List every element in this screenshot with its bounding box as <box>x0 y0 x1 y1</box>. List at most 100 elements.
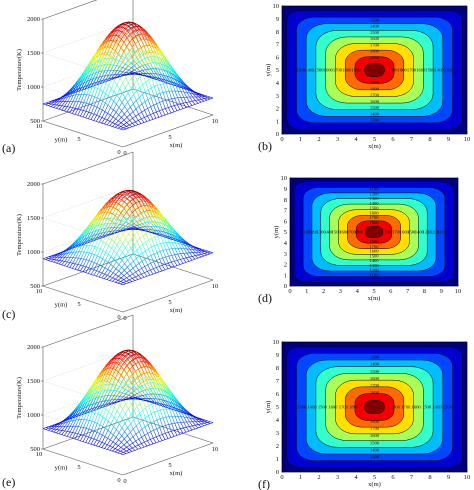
mesh-segment <box>80 258 84 260</box>
mesh-segment <box>115 209 119 215</box>
mesh-segment <box>123 33 127 39</box>
contour-level-label: 1100 <box>438 230 448 235</box>
mesh-segment <box>120 27 124 32</box>
mesh-segment <box>135 116 139 121</box>
mesh-segment <box>172 239 176 241</box>
mesh-segment <box>129 359 134 363</box>
mesh-segment <box>58 430 63 434</box>
mesh-segment <box>94 87 98 89</box>
mesh-segment <box>92 395 96 405</box>
mesh-segment <box>132 433 137 437</box>
mesh-segment <box>99 433 103 436</box>
mesh-segment <box>171 228 175 232</box>
mesh-segment <box>185 85 189 88</box>
mesh-segment <box>122 82 126 88</box>
y-tick-label: 5 <box>276 67 279 74</box>
mesh-segment <box>117 26 121 31</box>
mesh-segment <box>111 29 115 34</box>
mesh-segment <box>188 244 192 246</box>
mesh-segment <box>89 227 93 234</box>
mesh-segment <box>125 87 129 94</box>
mesh-segment <box>144 433 148 436</box>
mesh-segment <box>127 219 132 222</box>
mesh-segment <box>142 222 146 224</box>
mesh-segment <box>61 109 65 112</box>
mesh-segment <box>86 411 90 420</box>
mesh-segment <box>139 77 143 85</box>
mesh-segment <box>129 30 133 35</box>
mesh-segment <box>169 233 173 236</box>
mesh-segment <box>132 35 136 39</box>
mesh-segment <box>167 65 171 72</box>
mesh-segment <box>106 121 111 125</box>
x-axis-label: x(m) <box>368 295 381 302</box>
mesh-segment <box>160 243 164 251</box>
mesh-segment <box>42 428 46 430</box>
mesh-segment <box>133 84 137 91</box>
mesh-segment <box>80 73 84 79</box>
mesh-segment <box>175 84 179 86</box>
mesh-segment <box>153 40 157 45</box>
mesh-segment <box>154 209 158 212</box>
mesh-segment <box>90 438 95 445</box>
mesh-segment <box>130 94 134 99</box>
mesh-segment <box>95 77 99 80</box>
mesh-segment <box>58 433 62 435</box>
mesh-segment <box>120 122 124 125</box>
mesh-segment <box>189 249 193 253</box>
mesh-segment <box>128 451 133 453</box>
mesh-segment <box>149 222 153 224</box>
mesh-segment <box>162 92 166 101</box>
mesh-segment <box>105 35 109 40</box>
mesh-segment <box>84 80 88 83</box>
mesh-segment <box>111 195 115 200</box>
mesh-segment <box>102 93 106 102</box>
mesh-segment <box>83 70 87 76</box>
mesh-segment <box>141 59 146 65</box>
mesh-segment <box>108 31 112 36</box>
mesh-segment <box>141 441 145 444</box>
mesh-segment <box>102 100 106 104</box>
mesh-segment <box>141 373 145 379</box>
mesh-segment <box>147 205 151 211</box>
mesh-segment <box>160 222 164 225</box>
mesh-segment <box>45 259 49 261</box>
contour-level-label: 1100 <box>369 272 379 277</box>
mesh-segment <box>96 50 100 57</box>
mesh-segment <box>115 364 119 370</box>
mesh-segment <box>126 30 130 35</box>
mesh-segment <box>67 101 71 107</box>
mesh-segment <box>133 216 137 220</box>
mesh-segment <box>110 198 114 203</box>
mesh-segment <box>138 201 142 207</box>
mesh-segment <box>94 255 98 263</box>
mesh-segment <box>169 236 173 239</box>
mesh-segment <box>107 423 112 431</box>
mesh-segment <box>121 356 125 361</box>
mesh-segment <box>96 263 100 266</box>
mesh-segment <box>115 35 119 41</box>
mesh-segment <box>132 206 136 210</box>
mesh-segment <box>146 274 151 277</box>
grid-line <box>42 185 134 219</box>
mesh-segment <box>136 224 140 226</box>
mesh-segment <box>174 230 178 234</box>
contour-level-label: 1800 <box>370 86 380 91</box>
mesh-segment <box>196 92 200 94</box>
mesh-segment <box>64 426 68 432</box>
mesh-segment <box>88 113 92 119</box>
x-tick-label: 5 <box>168 299 171 306</box>
panel-label: (c) <box>2 307 15 321</box>
contour-level-label: 1500 <box>370 105 380 110</box>
mesh-segment <box>132 31 136 35</box>
mesh-segment <box>123 275 127 278</box>
mesh-segment <box>126 34 131 38</box>
mesh-segment <box>71 241 75 246</box>
mesh-segment <box>193 246 197 249</box>
mesh-segment <box>102 258 106 261</box>
mesh-segment <box>113 91 117 96</box>
mesh-segment <box>42 427 47 429</box>
mesh-segment <box>147 205 151 207</box>
mesh-segment <box>144 64 149 70</box>
mesh-segment <box>45 104 49 106</box>
